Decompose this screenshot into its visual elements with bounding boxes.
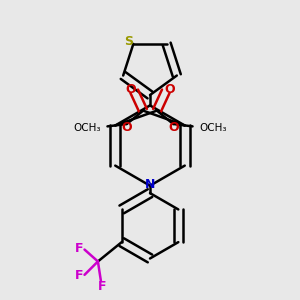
- Text: OCH₃: OCH₃: [199, 123, 226, 133]
- Text: O: O: [164, 83, 175, 96]
- Text: O: O: [168, 121, 178, 134]
- Text: F: F: [98, 280, 106, 292]
- Text: O: O: [125, 83, 136, 96]
- Text: OCH₃: OCH₃: [74, 123, 101, 133]
- Text: N: N: [145, 178, 155, 191]
- Text: F: F: [75, 269, 83, 282]
- Text: O: O: [122, 121, 132, 134]
- Text: S: S: [124, 35, 134, 48]
- Text: F: F: [75, 242, 83, 255]
